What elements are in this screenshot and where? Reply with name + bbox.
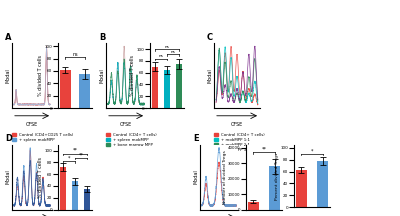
- Text: CFSE: CFSE: [120, 122, 132, 127]
- Text: ns: ns: [158, 54, 163, 58]
- Text: ns: ns: [165, 44, 169, 49]
- Y-axis label: Modal: Modal: [194, 170, 199, 184]
- Bar: [176, 64, 182, 108]
- Text: *: *: [68, 156, 70, 161]
- Text: CFSE: CFSE: [231, 122, 243, 127]
- Bar: [72, 181, 78, 210]
- Y-axis label: Modal: Modal: [100, 68, 105, 83]
- Bar: [84, 189, 90, 210]
- Bar: [269, 166, 280, 210]
- Text: ns: ns: [171, 50, 176, 54]
- Legend: Control (CD4+CD25 T cells), + spleen mobMPP: Control (CD4+CD25 T cells), + spleen mob…: [12, 133, 73, 142]
- Bar: [248, 202, 259, 210]
- Text: ns: ns: [72, 52, 78, 57]
- Bar: [60, 167, 66, 210]
- Text: CFSE: CFSE: [26, 122, 38, 127]
- Text: *: *: [311, 148, 313, 153]
- Text: C: C: [207, 33, 213, 42]
- Text: E: E: [193, 135, 199, 143]
- Y-axis label: Modal: Modal: [6, 170, 11, 184]
- Legend: Control (CD4+ T cells), + mobMPP 1:1, + mobMPP 2:1, + mobMPP 3:1: Control (CD4+ T cells), + mobMPP 1:1, + …: [214, 133, 264, 152]
- Y-axis label: % divided T cells: % divided T cells: [130, 55, 135, 96]
- Bar: [317, 161, 328, 207]
- Bar: [152, 67, 158, 108]
- Y-axis label: Modal: Modal: [6, 68, 11, 83]
- Text: **: **: [262, 147, 266, 152]
- Y-axis label: Number of divided Tregs: Number of divided Tregs: [222, 150, 226, 204]
- Bar: [60, 70, 70, 108]
- Bar: [296, 170, 307, 207]
- Bar: [164, 70, 170, 108]
- Text: B: B: [99, 33, 105, 42]
- Text: **: **: [72, 148, 78, 153]
- Y-axis label: % divided T cells: % divided T cells: [38, 55, 43, 96]
- Y-axis label: % divided T cells: % divided T cells: [38, 157, 43, 198]
- Bar: [80, 74, 90, 108]
- Text: D: D: [5, 135, 12, 143]
- Legend: Control (CD4+ T cells), + spleen mobMPP, + bone marrow MPP: Control (CD4+ T cells), + spleen mobMPP,…: [106, 133, 157, 147]
- Text: A: A: [5, 33, 11, 42]
- Y-axis label: Modal: Modal: [208, 68, 213, 83]
- Text: **: **: [78, 152, 84, 157]
- Y-axis label: Percent divided Tregs: Percent divided Tregs: [275, 152, 279, 200]
